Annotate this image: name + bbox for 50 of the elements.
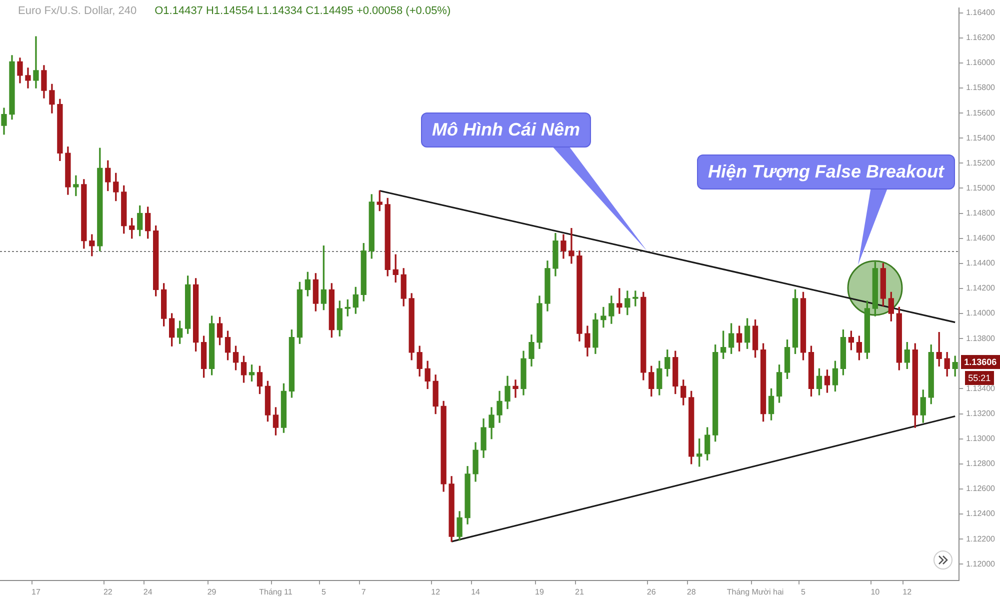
y-tick-label: 1.12400 <box>966 509 996 518</box>
y-tick-label: 1.14200 <box>966 284 996 293</box>
x-tick-label: 29 <box>207 587 217 596</box>
text: 1.13606 <box>961 355 1000 370</box>
y-tick-label: 1.13000 <box>966 434 996 444</box>
x-tick-label: 22 <box>103 587 113 596</box>
y-tick-label: 1.15400 <box>966 133 996 142</box>
chart-title: Euro Fx/U.S. Dollar, 240 <box>18 5 137 17</box>
x-tick-label: Tháng Mười hai <box>726 587 784 596</box>
y-tick-label: 1.15000 <box>966 183 996 192</box>
y-tick-label: 1.15600 <box>966 108 996 118</box>
candlestick <box>600 306 606 328</box>
x-tick-label: 26 <box>646 587 656 596</box>
x-tick-label: Tháng 11 <box>259 587 293 596</box>
y-tick-label: 1.14600 <box>966 234 996 243</box>
candlestick <box>568 228 574 264</box>
y-tick-label: 1.12200 <box>966 534 996 544</box>
chart-subtitle: O1.14437 H1.14554 L1.14334 C1.14495 +0.00058 (+0.05%) <box>154 5 451 17</box>
x-tick-label: 17 <box>32 587 41 596</box>
candlestick <box>512 380 518 398</box>
x-tick-label: 24 <box>143 587 153 596</box>
y-tick-label: 1.13400 <box>966 384 996 393</box>
y-tick-label: 1.16400 <box>966 8 996 18</box>
x-tick-label: 12 <box>902 587 912 596</box>
annotation: Hiện Tượng False Breakout <box>697 154 955 190</box>
x-tick-label: 28 <box>686 587 696 596</box>
y-tick-label: 1.16000 <box>966 58 996 68</box>
y-tick-label: 1.14000 <box>966 308 996 318</box>
x-tick-label: 5 <box>801 587 806 596</box>
y-tick-label: 1.15200 <box>966 158 996 168</box>
y-tick-label: 1.12000 <box>966 559 996 568</box>
y-tick-label: 1.16200 <box>966 33 996 42</box>
text: 55:21 <box>965 371 994 386</box>
x-tick-label: 14 <box>471 587 481 596</box>
candlestick <box>73 175 79 196</box>
y-tick-label: 1.14800 <box>966 208 996 218</box>
x-tick-label: 21 <box>574 587 584 596</box>
x-tick-label: 5 <box>321 587 326 596</box>
annotation: Mô Hình Cái Nêm <box>420 112 592 148</box>
y-tick-label: 1.12600 <box>966 484 996 494</box>
x-tick-label: 19 <box>535 587 544 596</box>
x-tick-label: 10 <box>870 587 880 596</box>
y-tick-label: 1.13200 <box>966 408 996 418</box>
y-tick-label: 1.14400 <box>966 258 996 268</box>
x-tick-label: 12 <box>431 587 441 596</box>
y-tick-label: 1.12800 <box>966 459 996 468</box>
x-tick-label: 7 <box>361 587 366 596</box>
y-tick-label: 1.15800 <box>966 83 996 92</box>
candlestick <box>33 36 39 88</box>
y-tick-label: 1.13800 <box>966 334 996 343</box>
